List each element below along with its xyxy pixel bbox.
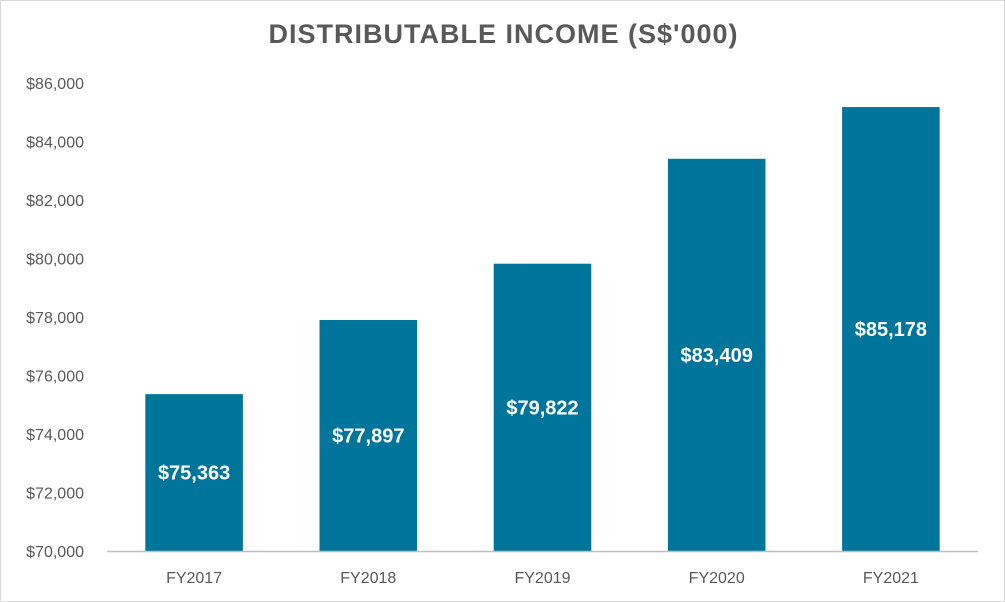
x-category-label: FY2020 (689, 570, 745, 587)
data-label-fy2017: $75,363 (158, 463, 230, 485)
x-category-label: FY2018 (340, 570, 396, 587)
y-tick-label: $72,000 (26, 486, 84, 503)
data-label-fy2020: $83,409 (681, 345, 753, 367)
data-label-fy2019: $79,822 (506, 397, 578, 419)
y-tick-label: $86,000 (26, 76, 84, 93)
bar-fy2021 (842, 107, 940, 551)
data-label-fy2018: $77,897 (332, 426, 404, 448)
bar-fy2020 (667, 158, 766, 551)
bar-fy2018 (319, 320, 418, 551)
y-tick-label: $70,000 (26, 544, 84, 561)
y-axis-ticks: $70,000 $72,000 $74,000 $76,000 $78,000 $80,0… (26, 76, 84, 561)
x-category-label: FY2017 (166, 570, 222, 587)
x-category-label: FY2021 (863, 570, 919, 587)
y-tick-label: $74,000 (26, 427, 84, 444)
data-label-fy2021: $85,178 (855, 319, 927, 341)
y-tick-label: $80,000 (26, 252, 84, 269)
y-tick-label: $78,000 (26, 310, 84, 327)
bars: $75,363 $77,897 $79,822 $83,409 $85,178 (145, 107, 940, 551)
y-tick-label: $84,000 (26, 135, 84, 152)
bar-fy2019 (493, 263, 592, 551)
chart-title: DISTRIBUTABLE INCOME (S$'000) (268, 19, 739, 49)
bar-fy2017 (145, 394, 243, 551)
x-category-label: FY2019 (514, 570, 570, 587)
y-tick-label: $76,000 (26, 369, 84, 386)
y-tick-label: $82,000 (26, 193, 84, 210)
x-axis-categories: FY2017 FY2018 FY2019 FY2020 FY2021 (166, 570, 919, 587)
